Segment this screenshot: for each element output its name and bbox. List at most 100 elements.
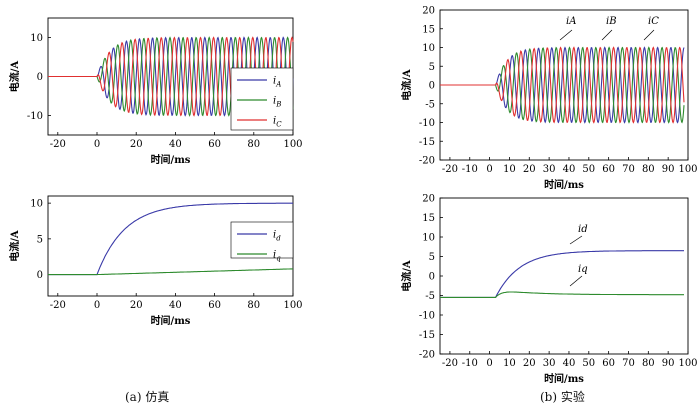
x-tick-label: -20 — [50, 139, 66, 150]
x-axis-label: 时间/ms — [151, 314, 191, 327]
series-line-id — [440, 250, 684, 298]
annotation-leader-id — [569, 235, 583, 245]
caption-simulation: (a) 仿真 — [125, 390, 170, 404]
plot-frame — [439, 197, 689, 355]
chart-panel-experiment-dq-currents: -20 -10 0 10 20 30 40 50 60 70 80 90 100 -20 -15 -10 -5 0… — [400, 194, 698, 386]
legend-label-id: id — [273, 230, 281, 243]
annotation-leader-iA — [559, 29, 573, 41]
annotation-leader-iC — [643, 29, 655, 41]
x-tick-label: 100 — [678, 164, 697, 175]
legend-box — [230, 221, 294, 259]
annotation-label-iB: iB — [606, 16, 617, 27]
y-tick-label: 15 — [422, 24, 435, 35]
chart-panel-simulation-phase-currents: -20 0 20 40 60 80 100 -10 0 10 时间/ms 电流/A iA iB iC — [8, 17, 303, 166]
x-tick-label: 100 — [283, 139, 302, 150]
x-tick-label: -10 — [462, 358, 478, 369]
series-line-iq — [48, 268, 293, 276]
annotation-label-iq: iq — [578, 264, 588, 275]
x-tick-label: -20 — [442, 358, 458, 369]
x-tick-label: 20 — [523, 358, 536, 369]
y-tick-label: 10 — [30, 33, 43, 44]
y-axis-label: 电流/A — [400, 260, 413, 292]
x-tick-label: 50 — [582, 358, 595, 369]
x-tick-label: 40 — [169, 139, 182, 150]
legend-label-iC: iC — [273, 116, 282, 129]
y-tick-label: 5 — [429, 62, 435, 73]
y-tick-label: 10 — [422, 43, 435, 54]
x-tick-label: 90 — [662, 358, 675, 369]
x-tick-label: 40 — [169, 300, 182, 311]
x-tick-label: 60 — [602, 358, 615, 369]
y-tick-label: 10 — [30, 199, 43, 210]
series-line-iC — [440, 46, 685, 124]
y-tick-label: 0 — [429, 81, 435, 92]
legend-label-iq: iq — [273, 250, 281, 263]
y-tick-label: 0 — [37, 270, 43, 281]
x-tick-label: 40 — [563, 358, 576, 369]
y-tick-label: -20 — [419, 350, 435, 361]
y-axis-label: 电流/A — [8, 61, 21, 93]
x-tick-label: 0 — [486, 164, 492, 175]
x-tick-label: 60 — [208, 300, 221, 311]
y-tick-label: 20 — [422, 6, 435, 17]
y-tick-label: 0 — [37, 72, 43, 83]
annotation-label-iA: iA — [566, 16, 576, 27]
y-axis-label: 电流/A — [400, 69, 413, 101]
y-tick-label: -10 — [27, 111, 43, 122]
x-tick-label: 10 — [503, 358, 516, 369]
y-axis-label: 电流/A — [8, 230, 21, 262]
series-line-iq — [440, 291, 684, 298]
y-tick-label: -15 — [419, 137, 435, 148]
legend-box — [230, 67, 294, 131]
annotation-leader-iB — [601, 29, 613, 41]
caption-experiment: (b) 实验 — [540, 390, 585, 404]
x-tick-label: 70 — [622, 164, 635, 175]
x-tick-label: 80 — [247, 139, 260, 150]
y-tick-label: 5 — [37, 234, 43, 245]
x-tick-label: 60 — [208, 139, 221, 150]
x-tick-label: 10 — [503, 164, 516, 175]
y-tick-label: -10 — [419, 118, 435, 129]
x-tick-label: -10 — [462, 164, 478, 175]
legend-label-iA: iA — [273, 76, 281, 89]
x-tick-label: 20 — [130, 139, 143, 150]
y-tick-label: 15 — [422, 213, 435, 224]
x-tick-label: 20 — [130, 300, 143, 311]
annotation-label-id: id — [578, 224, 588, 235]
x-tick-label: 80 — [642, 358, 655, 369]
x-tick-label: 100 — [283, 300, 302, 311]
x-tick-label: 90 — [662, 164, 675, 175]
x-tick-label: 0 — [94, 139, 100, 150]
series-line-iC — [48, 36, 294, 117]
y-tick-label: 5 — [429, 252, 435, 263]
x-tick-label: 100 — [678, 358, 697, 369]
y-tick-label: -5 — [425, 291, 435, 302]
y-tick-label: 0 — [429, 272, 435, 283]
y-tick-label: -5 — [425, 99, 435, 110]
x-tick-label: 50 — [582, 164, 595, 175]
chart-panel-experiment-phase-currents: -20 -10 0 10 20 30 40 50 60 70 80 90 100 -20 -15 -10 -5 0… — [400, 6, 698, 192]
x-axis-label: 时间/ms — [544, 178, 584, 191]
x-tick-label: 0 — [94, 300, 100, 311]
x-tick-label: 80 — [642, 164, 655, 175]
x-tick-label: -20 — [50, 300, 66, 311]
y-tick-label: -10 — [419, 311, 435, 322]
legend-label-iB: iB — [273, 96, 281, 109]
x-tick-label: 40 — [563, 164, 576, 175]
x-tick-label: 0 — [486, 358, 492, 369]
x-tick-label: 70 — [622, 358, 635, 369]
chart-panel-simulation-dq-currents: -20 0 20 40 60 80 100 0 5 10 时间/ms 电流/A id iq — [8, 195, 303, 327]
x-tick-label: -20 — [442, 164, 458, 175]
y-tick-label: 10 — [422, 233, 435, 244]
annotation-leader-iq — [569, 275, 583, 287]
y-tick-label: -20 — [419, 156, 435, 167]
y-tick-label: -15 — [419, 330, 435, 341]
x-tick-label: 60 — [602, 164, 615, 175]
x-tick-label: 20 — [523, 164, 536, 175]
x-tick-label: 80 — [247, 300, 260, 311]
x-tick-label: 30 — [543, 358, 556, 369]
y-tick-label: 20 — [422, 194, 435, 205]
x-tick-label: 30 — [543, 164, 556, 175]
x-axis-label: 时间/ms — [544, 372, 584, 385]
